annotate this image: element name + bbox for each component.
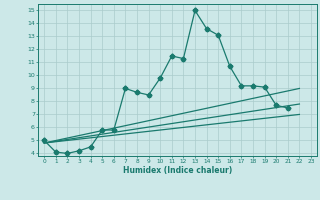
X-axis label: Humidex (Indice chaleur): Humidex (Indice chaleur) <box>123 166 232 175</box>
